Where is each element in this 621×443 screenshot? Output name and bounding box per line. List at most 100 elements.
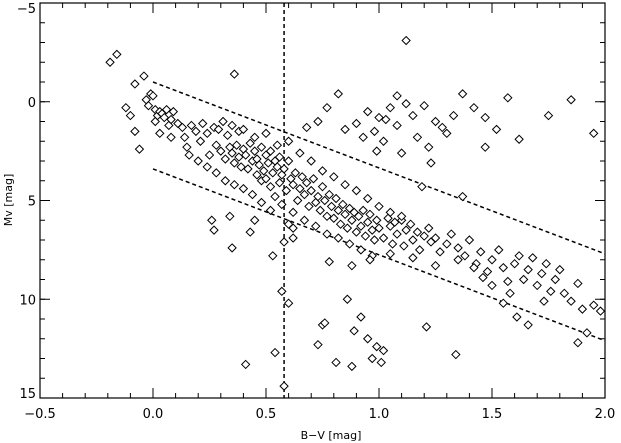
data-point	[487, 280, 497, 291]
data-point	[274, 178, 285, 188]
x-tick-label: 0.0	[143, 407, 164, 422]
data-point	[356, 312, 366, 322]
data-point	[588, 128, 599, 139]
data-point	[401, 225, 411, 235]
data-point	[482, 266, 493, 277]
data-point	[460, 251, 470, 261]
data-point	[329, 172, 339, 182]
data-point	[229, 158, 240, 168]
x-axis-label: B−V [mag]	[301, 429, 362, 442]
data-point	[198, 118, 208, 129]
data-point	[424, 223, 434, 233]
data-point	[408, 110, 418, 121]
data-point	[385, 207, 396, 218]
data-point	[326, 201, 337, 212]
data-point	[335, 219, 346, 229]
data-point	[320, 318, 330, 328]
data-point	[351, 185, 362, 196]
data-point	[408, 253, 418, 263]
data-point	[249, 146, 260, 156]
x-tick-label: 1.5	[482, 407, 503, 422]
data-point	[195, 136, 206, 146]
data-point	[442, 128, 452, 139]
data-point	[376, 357, 386, 368]
data-point	[385, 102, 396, 113]
data-point	[478, 272, 488, 283]
data-point	[143, 100, 154, 111]
data-point	[184, 150, 194, 160]
data-point	[263, 158, 273, 168]
data-point	[245, 227, 255, 237]
data-point	[351, 118, 362, 129]
data-point	[161, 104, 172, 115]
data-point	[139, 71, 149, 81]
data-point	[277, 286, 287, 297]
data-point	[283, 298, 294, 308]
data-point	[541, 258, 551, 269]
data-point	[469, 262, 479, 273]
data-point	[414, 245, 425, 255]
data-point	[168, 106, 179, 117]
data-point	[362, 193, 373, 204]
data-point	[261, 174, 271, 184]
data-point	[347, 361, 357, 372]
data-point	[457, 89, 468, 99]
data-point	[577, 304, 588, 314]
data-point	[333, 89, 344, 99]
data-point	[369, 235, 380, 245]
data-point	[442, 239, 452, 249]
data-point	[315, 205, 325, 216]
data-point	[288, 179, 298, 190]
data-point	[121, 102, 131, 113]
data-point	[301, 122, 312, 133]
data-point	[430, 116, 441, 127]
data-point	[448, 110, 459, 121]
data-point	[457, 191, 468, 202]
data-point	[435, 247, 445, 257]
data-point	[362, 334, 373, 344]
data-point	[362, 106, 373, 117]
data-point	[342, 223, 353, 233]
data-point	[272, 140, 283, 150]
data-point	[349, 326, 359, 336]
data-point	[283, 156, 294, 166]
data-point	[527, 253, 538, 263]
data-point	[367, 225, 377, 235]
data-point	[475, 247, 486, 257]
data-point	[204, 150, 215, 160]
data-point	[299, 189, 310, 200]
data-point	[365, 209, 375, 220]
data-point	[290, 168, 301, 178]
data-point	[430, 233, 441, 243]
y-tick-label: 15	[19, 387, 36, 402]
data-point	[387, 239, 398, 249]
x-tick-label: −0.5	[24, 407, 56, 422]
data-point	[295, 183, 305, 194]
data-point	[514, 134, 524, 144]
data-point	[130, 126, 140, 137]
data-point	[213, 124, 224, 135]
data-point	[392, 91, 402, 101]
y-axis-label: Mv [mag]	[2, 174, 15, 227]
data-point	[378, 136, 389, 146]
data-point	[353, 211, 364, 222]
data-point	[304, 201, 314, 212]
y-tick-label: 5	[28, 195, 36, 210]
data-point	[487, 255, 497, 265]
data-point	[322, 211, 332, 222]
data-point	[324, 257, 334, 267]
data-point	[313, 339, 323, 350]
data-point	[340, 209, 350, 220]
data-point	[261, 128, 271, 139]
data-point	[259, 166, 269, 176]
data-point	[358, 205, 368, 216]
data-point	[240, 359, 251, 370]
data-point	[229, 179, 240, 190]
data-point	[505, 288, 515, 299]
data-point	[148, 91, 158, 101]
data-point	[464, 235, 475, 245]
data-point	[469, 102, 479, 113]
data-point	[324, 189, 334, 200]
data-point	[272, 162, 283, 172]
